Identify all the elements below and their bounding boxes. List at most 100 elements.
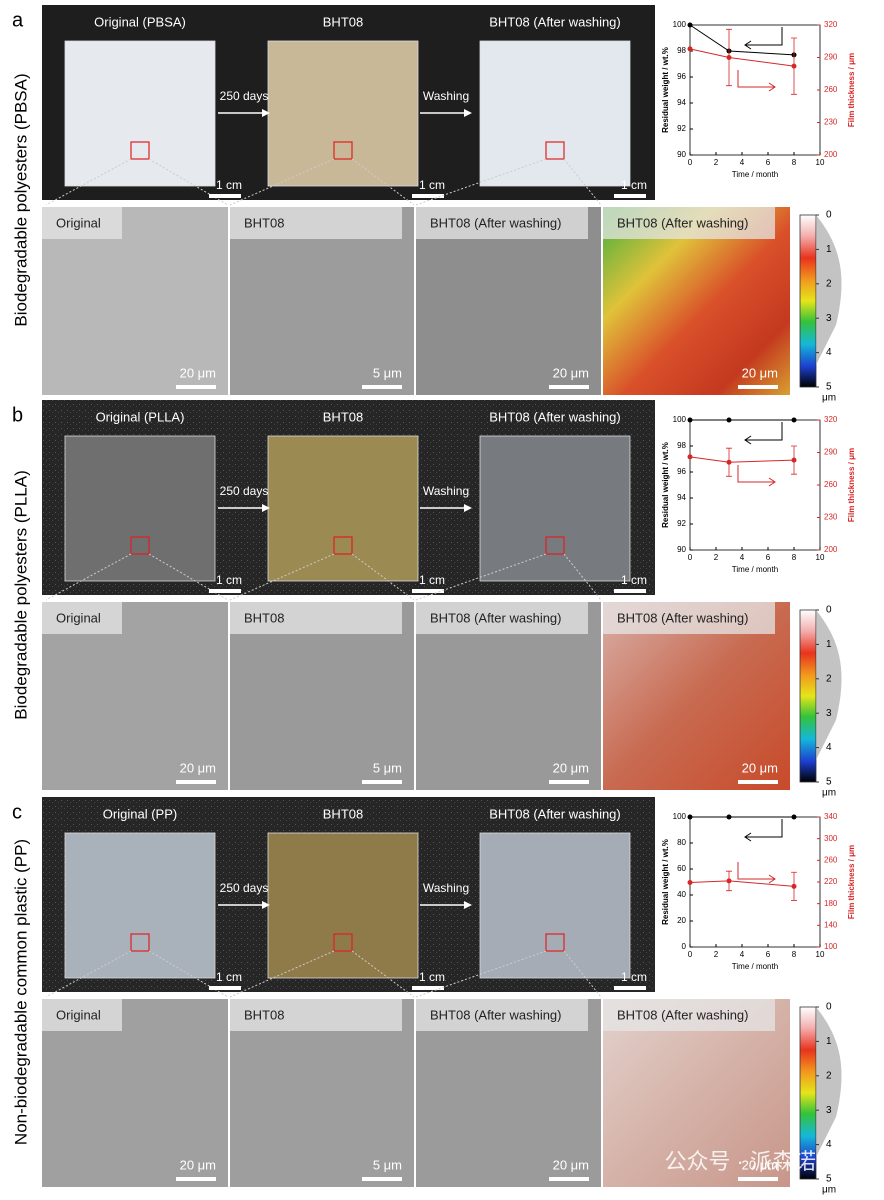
photo-scale: 1 cm: [621, 970, 647, 984]
scale-bar: [362, 780, 402, 784]
legend-arrow: [737, 862, 776, 884]
x-axis-title: Time / month: [732, 962, 778, 971]
colorbar-tick-label: 3: [826, 708, 832, 719]
y2-axis-title: Film thickness / μm: [847, 845, 856, 919]
y-tick-label: 98: [677, 441, 686, 450]
zoom-guide: [229, 950, 335, 998]
step-arrow-head: [464, 109, 472, 117]
scale-bar: [209, 194, 241, 198]
height-histogram: [816, 215, 842, 365]
colorbar-tick-label: 3: [826, 1105, 832, 1116]
sem-title-box: [230, 602, 402, 634]
x-tick-label: 6: [766, 553, 771, 562]
y-tick-label: 90: [677, 150, 686, 159]
y-tick-label: 100: [673, 812, 687, 821]
roi-box: [545, 933, 565, 952]
zoom-guide: [563, 158, 602, 206]
photo-scale: 1 cm: [216, 178, 242, 192]
roi-box: [333, 141, 353, 160]
roi-box: [333, 536, 353, 555]
photo-title: BHT08: [323, 409, 363, 424]
colorbar-tick-label: 2: [826, 1070, 832, 1081]
scale-bar: [362, 385, 402, 389]
scale-bar: [412, 194, 444, 198]
scale-bar: [549, 1177, 589, 1181]
photo-scale: 1 cm: [419, 573, 445, 587]
series-line: [689, 24, 795, 56]
colorbar-unit: μm: [822, 393, 836, 404]
sem-title: BHT08 (After washing): [617, 1007, 749, 1022]
film-photo: [267, 435, 419, 582]
step-arrow-head: [262, 109, 270, 117]
y2-axis-title: Film thickness / μm: [847, 53, 856, 127]
panel-label: b: [12, 404, 23, 426]
colorbar: [799, 609, 817, 783]
zoom-guide: [229, 553, 335, 601]
colorbar-unit: μm: [822, 1185, 836, 1196]
film-photo: [479, 435, 631, 582]
sem-title: BHT08: [244, 1007, 284, 1022]
step-arrow-head: [464, 901, 472, 909]
data-point: [687, 814, 693, 820]
photo-title: Original (PBSA): [94, 14, 186, 29]
photo-scale: 1 cm: [216, 573, 242, 587]
y2-tick-label: 340: [824, 812, 838, 821]
scale-bar: [738, 1177, 778, 1181]
x-tick-label: 8: [792, 950, 797, 959]
data-point: [687, 46, 693, 52]
y-tick-label: 100: [673, 20, 687, 29]
y-tick-label: 94: [677, 98, 686, 107]
sem-scale: 20 μm: [180, 760, 216, 775]
zoom-guide: [563, 553, 602, 601]
scale-bar: [412, 589, 444, 593]
x-axis-title: Time / month: [732, 565, 778, 574]
y-tick-label: 60: [677, 864, 686, 873]
scale-bar: [176, 780, 216, 784]
y2-tick-label: 200: [824, 545, 838, 554]
sem-title-box: [42, 602, 122, 634]
x-tick-label: 2: [714, 950, 719, 959]
x-tick-label: 10: [816, 553, 825, 562]
scale-bar: [209, 986, 241, 990]
colorbar-tick-label: 4: [826, 1139, 832, 1150]
sem-scale: 5 μm: [373, 365, 402, 380]
x-tick-label: 4: [740, 553, 745, 562]
film-photo: [479, 40, 631, 187]
sem-title: BHT08 (After washing): [617, 610, 749, 625]
photo-scale: 1 cm: [621, 573, 647, 587]
data-point: [726, 417, 732, 423]
y2-axis-title: Film thickness / μm: [847, 448, 856, 522]
scale-bar: [412, 986, 444, 990]
y-tick-label: 40: [677, 890, 686, 899]
sem-title: BHT08 (After washing): [430, 215, 562, 230]
photo-title: BHT08 (After washing): [489, 409, 621, 424]
legend-arrow: [744, 422, 783, 445]
sem-title: Original: [56, 610, 101, 625]
photo-scale: 1 cm: [419, 970, 445, 984]
sem-scale: 20 μm: [180, 365, 216, 380]
legend-arrow: [744, 27, 783, 50]
film-photo: [64, 435, 216, 582]
roi-box: [130, 933, 150, 952]
data-point: [687, 417, 693, 423]
series-line: [689, 880, 795, 887]
legend-arrow: [737, 70, 776, 92]
step-arrow-head: [262, 901, 270, 909]
step-label: 250 days: [220, 484, 269, 498]
scale-bar: [176, 385, 216, 389]
sem-title-box: [42, 999, 122, 1031]
panel-label: c: [12, 801, 22, 823]
sem-title: Original: [56, 1007, 101, 1022]
data-point: [687, 880, 693, 886]
photo-title: BHT08 (After washing): [489, 806, 621, 821]
colorbar-tick-label: 3: [826, 313, 832, 324]
zoom-guide: [45, 158, 132, 206]
photo-scale: 1 cm: [621, 178, 647, 192]
y-tick-label: 100: [673, 415, 687, 424]
panel-label: a: [12, 9, 24, 31]
roi-box: [130, 141, 150, 160]
x-tick-label: 4: [740, 158, 745, 167]
photo-scale: 1 cm: [419, 178, 445, 192]
colorbar-tick-label: 1: [826, 639, 832, 650]
